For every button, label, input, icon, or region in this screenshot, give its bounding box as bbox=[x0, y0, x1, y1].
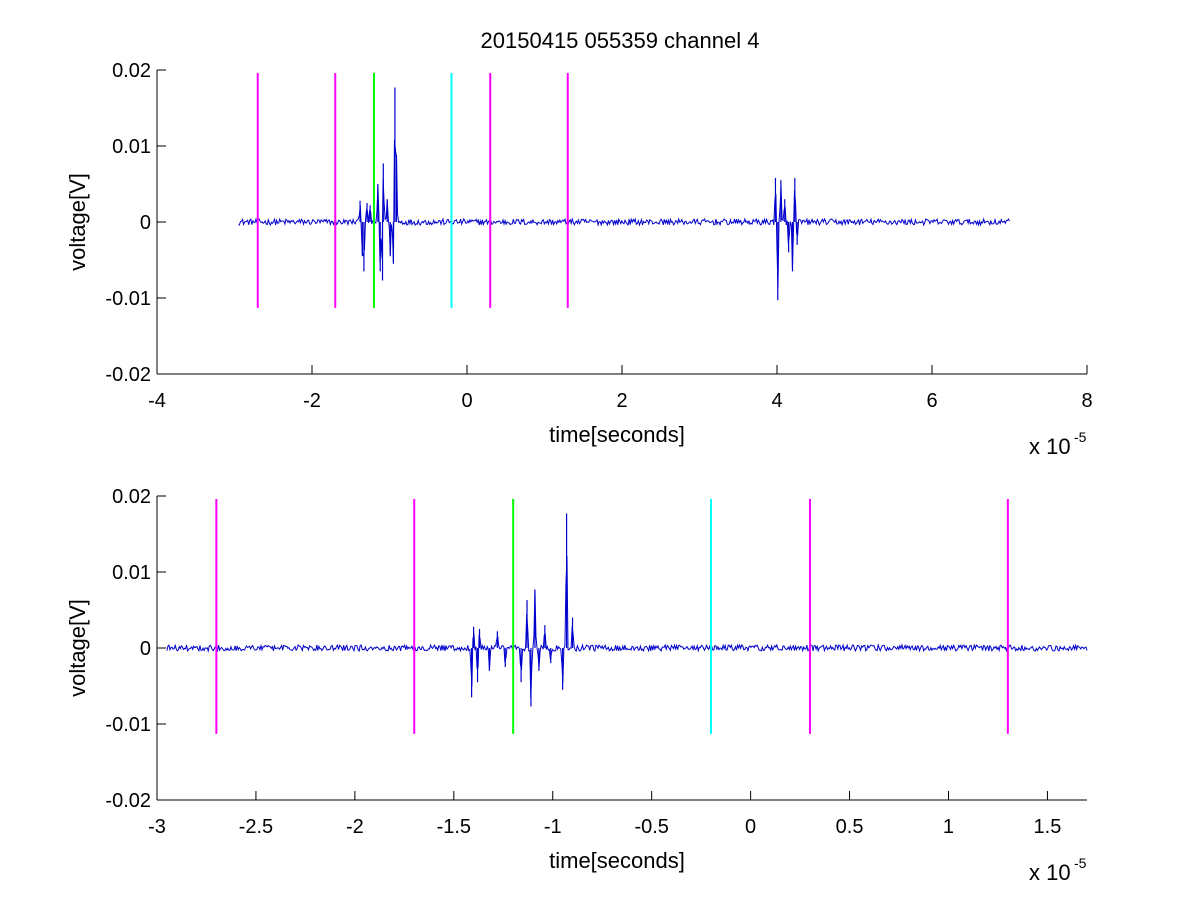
voltage-trace bbox=[238, 139, 1010, 289]
x-tick-label: 8 bbox=[1081, 390, 1092, 412]
y-tick-label: -0.01 bbox=[105, 714, 151, 736]
x-tick-label: -0.5 bbox=[634, 816, 668, 838]
x-tick-label: -1.5 bbox=[437, 816, 471, 838]
x-tick-label: 4 bbox=[771, 390, 782, 412]
y-tick-label: 0 bbox=[140, 638, 151, 660]
x-multiplier-label: x 10 bbox=[1029, 434, 1071, 459]
x-tick-label: -1 bbox=[544, 816, 562, 838]
x-tick-label: 0.5 bbox=[836, 816, 864, 838]
voltage-trace bbox=[166, 556, 1088, 699]
y-axis-label: voltage[V] bbox=[65, 173, 90, 271]
bottom-plot: -0.02 -0.01 0 0.01 0.02 -3 -2.5 -2 -1.5 -1 -0.5 0 0.… bbox=[65, 486, 1088, 885]
y-tick-label: -0.02 bbox=[105, 364, 151, 386]
y-tick-label: 0.02 bbox=[112, 486, 151, 508]
y-tick-label: 0.01 bbox=[112, 562, 151, 584]
figure-title: 20150415 055359 channel 4 bbox=[481, 28, 760, 53]
y-tick-label: 0.02 bbox=[112, 60, 151, 82]
x-tick-label: 1 bbox=[943, 816, 954, 838]
x-tick-label: -2 bbox=[346, 816, 364, 838]
y-tick-label: -0.02 bbox=[105, 790, 151, 812]
x-tick-label: 1.5 bbox=[1034, 816, 1062, 838]
x-tick-label: 0 bbox=[461, 390, 472, 412]
x-tick-label: 2 bbox=[616, 390, 627, 412]
y-tick-label: -0.01 bbox=[105, 288, 151, 310]
x-tick-label: -4 bbox=[148, 390, 166, 412]
x-tick-label: -2 bbox=[303, 390, 321, 412]
y-axis-label: voltage[V] bbox=[65, 599, 90, 697]
x-multiplier-exponent: -5 bbox=[1074, 429, 1087, 445]
x-multiplier-label: x 10 bbox=[1029, 860, 1071, 885]
x-tick-label: -2.5 bbox=[239, 816, 273, 838]
top-plot: -0.02 -0.01 0 0.01 0.02 -4 -2 0 2 4 6 8 time[seconds… bbox=[65, 60, 1093, 459]
x-tick-label: -3 bbox=[148, 816, 166, 838]
x-tick-label: 0 bbox=[745, 816, 756, 838]
x-axis-label: time[seconds] bbox=[549, 848, 685, 873]
y-tick-label: 0.01 bbox=[112, 136, 151, 158]
x-multiplier-exponent: -5 bbox=[1074, 855, 1087, 871]
y-tick-label: 0 bbox=[140, 212, 151, 234]
x-tick-label: 6 bbox=[926, 390, 937, 412]
x-axis-label: time[seconds] bbox=[549, 422, 685, 447]
